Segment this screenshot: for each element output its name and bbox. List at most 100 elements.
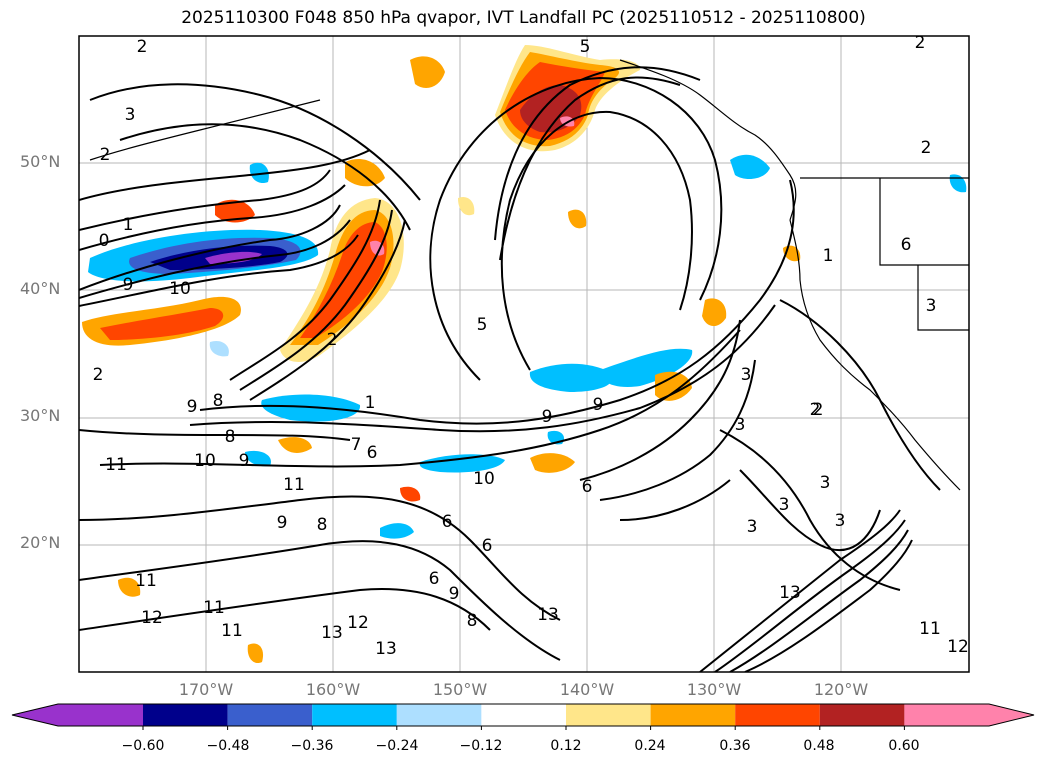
colorbar-extend-high xyxy=(989,704,1034,726)
lon-label-130w: 130°W xyxy=(686,680,742,699)
contour-label: 3 xyxy=(926,296,937,316)
fill-neg-south2 xyxy=(380,523,414,539)
colorbar-segment xyxy=(227,704,313,726)
contour-se-1 xyxy=(699,509,901,672)
fill-pos-nw2 xyxy=(345,158,385,187)
contour-label: 2 xyxy=(921,138,932,158)
contour-label: 1 xyxy=(823,246,834,266)
contour-label: 9 xyxy=(277,513,288,533)
contour-north-west2 xyxy=(119,123,411,231)
contour-east-2 xyxy=(719,429,901,591)
contour-label: 7 xyxy=(351,435,362,455)
colorbar-segment xyxy=(58,704,143,726)
colorbar-segment xyxy=(312,704,397,726)
fill-neg-center xyxy=(529,363,613,392)
contour-label: 10 xyxy=(473,469,495,489)
fill-neg-small2 xyxy=(245,450,271,467)
contour-label: 9 xyxy=(593,395,604,415)
contour-se-3 xyxy=(729,529,909,672)
contour-mid-1 xyxy=(579,319,741,481)
contour-arc-3 xyxy=(249,219,406,401)
contour-north-1 xyxy=(494,66,701,241)
contour-label: 9 xyxy=(449,584,460,604)
colorbar xyxy=(11,703,1035,730)
map-frame xyxy=(78,35,970,673)
fill-neg-mid-band xyxy=(261,394,361,422)
colorbar-segment xyxy=(143,704,228,726)
fill-neg-south xyxy=(419,454,505,473)
lon-label-120w: 120°W xyxy=(813,680,869,699)
contour-band-3 xyxy=(99,329,741,468)
contour-label: 5 xyxy=(477,315,488,335)
colorbar-segment xyxy=(396,704,482,726)
fill-pos-east2 xyxy=(702,298,727,327)
contour-label: 9 xyxy=(542,407,553,427)
contour-label: 10 xyxy=(169,279,191,299)
lat-label-30n: 30°N xyxy=(20,406,61,425)
colorbar-tick: 0.60 xyxy=(888,738,920,754)
contour-label: 6 xyxy=(901,235,912,255)
contour-label: 8 xyxy=(317,515,328,535)
contour-label: 9 xyxy=(239,451,250,471)
coast-alaska xyxy=(619,59,797,221)
colorbar-segment xyxy=(481,704,566,726)
lat-label-40n: 40°N xyxy=(20,279,61,298)
contour-label: 13 xyxy=(375,639,397,659)
border-state1 xyxy=(879,178,969,266)
colorbar-tick: 0.24 xyxy=(634,738,666,754)
contour-label: 11 xyxy=(919,619,941,639)
fill-pos-mid xyxy=(278,437,312,453)
contour-mid-2 xyxy=(599,359,756,501)
lon-label-170w: 170°W xyxy=(178,680,234,699)
colorbar-tick: −0.12 xyxy=(459,738,503,754)
contour-label: 1 xyxy=(123,215,134,235)
lat-label-50n: 50°N xyxy=(20,152,61,171)
contour-band-1 xyxy=(199,179,795,425)
contour-jet-3 xyxy=(79,234,359,307)
fill-pos-nw xyxy=(410,56,445,88)
contour-label: 0 xyxy=(99,231,110,251)
contour-label: 1 xyxy=(365,393,376,413)
contour-band-2 xyxy=(189,304,776,433)
contour-jet-1 xyxy=(79,204,341,291)
colorbar-outline xyxy=(11,703,1035,727)
colorbar-tick: −0.48 xyxy=(206,738,250,754)
fill-neg-north1 xyxy=(730,154,770,180)
contour-label: 2 xyxy=(327,330,338,350)
contour-label: 2 xyxy=(100,145,111,165)
colorbar-segment xyxy=(566,704,651,726)
contour-label: 3 xyxy=(735,415,746,435)
contour-loop-inner xyxy=(500,110,693,371)
contour-label: 3 xyxy=(741,365,752,385)
colorbar-tick: −0.60 xyxy=(121,738,165,754)
fill-neg-west-min xyxy=(205,251,262,264)
contour-label: 3 xyxy=(779,495,790,515)
contour-label: 11 xyxy=(221,621,243,641)
contour-label: 11 xyxy=(105,455,127,475)
contour-label: 13 xyxy=(537,605,559,625)
contour-north-west xyxy=(89,83,421,201)
contour-label: 8 xyxy=(225,427,236,447)
contour-label: 11 xyxy=(135,571,157,591)
fill-pos-east1 xyxy=(655,371,692,401)
contour-jet-4 xyxy=(79,184,346,251)
contour-se-2 xyxy=(714,519,906,672)
contour-label: 3 xyxy=(820,473,831,493)
contour-south-2 xyxy=(79,540,561,661)
negative-fills xyxy=(88,154,967,539)
coastline xyxy=(89,59,969,491)
contour-label: 9 xyxy=(187,397,198,417)
coast-aleutian xyxy=(89,99,321,161)
colorbar-tick: −0.36 xyxy=(290,738,334,754)
contours xyxy=(79,66,941,672)
contour-nw-3 xyxy=(79,149,371,201)
coast-westcoast xyxy=(789,219,961,491)
contour-label: 10 xyxy=(194,451,216,471)
contour-north-2 xyxy=(499,76,681,261)
lon-label-150w: 150°W xyxy=(432,680,488,699)
fill-pos-small xyxy=(568,209,587,229)
contour-label: 6 xyxy=(482,536,493,556)
contour-label: 6 xyxy=(367,443,378,463)
contour-south-1 xyxy=(79,495,561,621)
